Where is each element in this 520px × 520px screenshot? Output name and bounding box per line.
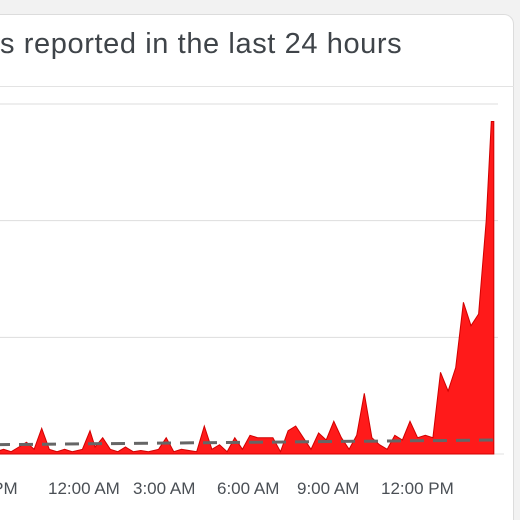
reports-area-series (0, 121, 495, 455)
x-tick-label: 12:00 PM (381, 479, 454, 498)
title-divider (0, 86, 514, 87)
chart-card (0, 14, 514, 520)
x-axis-ticks: 0 PM 12:00 AM 3:00 AM 6:00 AM 9:00 AM 12:00 P… (0, 479, 454, 498)
grid-layer (0, 103, 504, 455)
x-tick-label: 3:00 AM (133, 479, 195, 498)
x-tick-label: 9:00 AM (297, 479, 359, 498)
chart-title: s reported in the last 24 hours (0, 28, 403, 60)
baseline-dashed-line (0, 438, 494, 447)
x-tick-label: 12:00 AM (48, 479, 120, 498)
area-layer (0, 121, 495, 455)
x-tick-label: 6:00 AM (217, 479, 279, 498)
x-tick-label: 0 PM (0, 479, 18, 498)
line-layer (0, 438, 494, 447)
